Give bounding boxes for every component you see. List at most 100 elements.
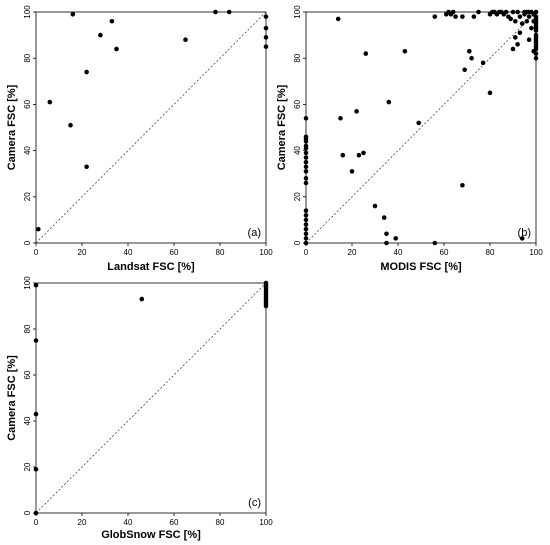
panel-b-data-point [402,48,408,54]
panel-a-y-tick-label: 80 [23,53,32,62]
panel-b-data-point [363,51,369,56]
panel-b-data-point [450,9,456,15]
panel-b-data-point [513,35,518,40]
panel-b-data-point [303,236,309,241]
panel-c-data-point [263,303,269,309]
panel-a-data-point [263,25,269,31]
panel-c-y-tick-label: 40 [23,416,32,425]
panel-b-y-tick-label: 100 [293,5,302,19]
panel-b-data-point [386,99,392,105]
panel-b-group: 0 20 40 60 80 100 0 20 40 60 80 100 MODIS FSC [%] Cam… [276,5,543,273]
panel-c-label: (c) [248,497,261,509]
panel-b-data-point [303,217,309,223]
panel-b-data-point [303,231,309,237]
panel-b-data-point [303,222,309,227]
panel-b-data-point [338,115,343,121]
panel-b-data-point [349,169,355,174]
panel-c-x-axis-title: GlobSnow FSC [%] [101,529,201,541]
panel-a-data-point [47,99,53,105]
panel-b-data-point [462,67,468,73]
panel-b-data-point [432,240,438,246]
panel-a-y-tick-label: 60 [23,99,32,108]
panel-b-data-point [303,240,309,246]
panel-b-data-point [480,60,486,66]
panel-c-y-tick-label: 80 [23,324,32,333]
panel-b-frame [305,11,537,244]
panel-b-data-point [384,231,389,237]
panel-b-data-point [460,14,465,19]
panel-b-data-point [361,150,366,156]
panel-b-data-point [529,25,534,31]
panel-b-y-tick-label: 0 [293,240,302,245]
panel-b-data-point [533,9,539,15]
panel-a-x-tick-label: 20 [78,248,87,257]
panel-c-x-tick-label: 100 [259,518,273,527]
panel-b-data-point [303,208,309,213]
panel-c-data-point [33,338,39,343]
panel-c-data-point [33,467,39,472]
panel-b-data-point [510,9,516,15]
panel-c-frame [35,282,267,514]
panel-a-data-point [36,226,41,232]
panel-a-data-point [263,44,269,49]
panel-a-y-tick-label: 40 [23,146,32,155]
panel-b-data-point [526,14,532,19]
panel-a-x-tick-label: 80 [216,248,225,257]
panel-b-x-tick-label: 0 [304,248,309,257]
panel-b-data-point [533,28,539,33]
panel-b-data-point [515,42,520,47]
panel-c-x-tick-label: 60 [170,518,179,527]
panel-c-one-to-one-line [35,282,267,514]
panel-c-y-tick-label: 100 [23,276,32,290]
panel-c-data-point [33,283,39,288]
panel-a-y-tick-label: 0 [23,240,32,245]
panel-a-data-point [213,9,218,15]
panel-b-data-point [384,240,389,246]
panel-b-data-point [303,159,309,165]
panel-b-data-point [471,14,477,19]
panel-b-data-point [303,180,309,186]
panel-a-y-tick-label: 20 [23,192,32,201]
panel-c-x-tick-label: 80 [216,518,225,527]
panel-b-data-point [517,14,523,19]
panel-a-data-point [226,9,232,15]
panel-c-data-point [33,411,39,417]
panel-a-data-point [84,69,89,75]
panel-a-data-point [183,37,188,43]
panel-b-data-point [356,152,362,158]
panel-b-data-point [476,9,481,15]
panel-a-label: (a) [248,227,261,239]
panel-b-data-point [303,212,309,218]
panel-b-data-point [533,51,539,56]
panel-b-data-point [517,30,523,36]
panel-b-y-tick-label: 80 [293,53,302,62]
panel-b-data-point [303,164,309,170]
panel-b-data-point [303,155,309,160]
panel-c-y-axis-title: Camera FSC [%] [6,355,18,441]
panel-b-data-point [303,176,309,181]
panel-a-data-point [263,14,269,19]
panel-a-x-axis-title: Landsat FSC [%] [107,261,195,273]
panel-a-one-to-one-line [35,11,267,244]
panel-b-y-tick-label: 40 [293,146,302,155]
panel-a-data-point [109,18,115,24]
panel-b-data-point [508,16,513,22]
panel-b-data-point [460,182,465,188]
panel-b-data-point [303,115,309,121]
panel-a-data-point [68,122,73,128]
panel-b-data-point [453,14,458,19]
panel-c-x-tick-label: 20 [78,518,87,527]
panel-b-data-point [335,16,341,22]
panel-b-x-tick-label: 20 [348,248,357,257]
panel-b-data-point [303,150,309,156]
panel-a-data-point [70,12,76,17]
panel-a-group: 0 20 40 60 80 100 0 20 40 60 80 100 Landsat FSC [%] C… [6,5,273,273]
panel-c-group: 0 20 40 60 80 100 0 20 40 60 80 100 GlobSnow FSC [%]… [6,276,273,541]
panel-b-data-point [524,18,530,24]
panel-a-data-point [84,164,89,170]
panel-b-data-point [303,226,309,232]
panel-a-data-point [98,32,103,38]
panel-b-data-point [519,21,525,26]
panel-b-y-tick-label: 20 [293,192,302,201]
